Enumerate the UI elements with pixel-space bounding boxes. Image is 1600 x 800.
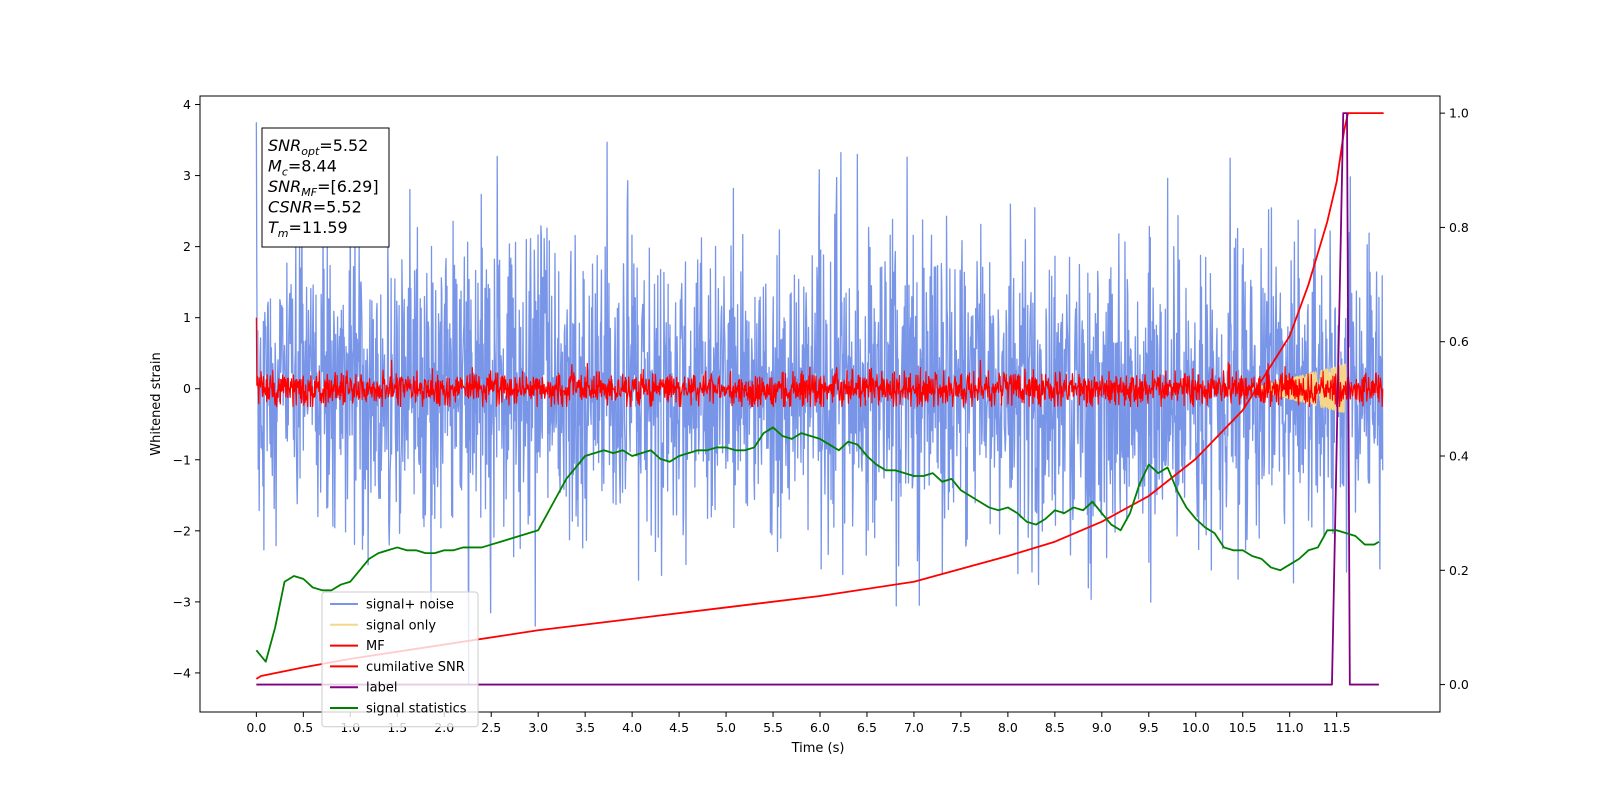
x-tick-label: 4.5 xyxy=(669,720,689,735)
legend-frame xyxy=(321,591,479,728)
x-tick-label: 9.0 xyxy=(1092,720,1112,735)
y-axis-label-left: Whitened strain xyxy=(149,352,164,455)
y-right-tick-label: 0.4 xyxy=(1449,449,1469,464)
series-line-label xyxy=(256,112,1379,686)
x-tick-label: 0.5 xyxy=(293,720,313,735)
y-right-tick-label: 0.8 xyxy=(1449,220,1469,235)
y-right-tick-label: 0.6 xyxy=(1449,334,1469,349)
series-line-signal-noise xyxy=(255,122,1384,685)
legend-label-signal-only: signal only xyxy=(366,618,436,633)
legend-label-cumilative-snr: cumilative SNR xyxy=(366,660,465,675)
legend-label-mf: MF xyxy=(366,639,385,654)
legend-label-signal-statistics: signal statistics xyxy=(366,702,467,717)
annotation-line: SNRopt=5.52 xyxy=(268,136,368,158)
y-right-tick-label: 0.0 xyxy=(1449,677,1469,692)
x-tick-label: 2.5 xyxy=(481,720,501,735)
y-left-tick-label: 4 xyxy=(183,97,191,112)
x-tick-label: 5.5 xyxy=(763,720,783,735)
y-left-tick-label: 2 xyxy=(183,239,191,254)
annotation-line: CSNR=5.52 xyxy=(268,198,362,217)
legend: signal+ noise signal only MF cumilative SNR… xyxy=(321,591,479,728)
x-tick-label: 7.5 xyxy=(951,720,971,735)
x-tick-label: 4.0 xyxy=(622,720,642,735)
series-line-signal-statistics xyxy=(255,426,1380,663)
y-left-tick-label: −4 xyxy=(173,665,191,680)
x-tick-label: 10.0 xyxy=(1182,720,1210,735)
x-tick-label: 6.5 xyxy=(857,720,877,735)
stats-annotation: SNRopt=5.52Mc=8.44SNRMF=[6.29]CSNR=5.52T… xyxy=(261,127,390,248)
y-left-tick-label: −1 xyxy=(173,452,191,467)
x-tick-label: 6.0 xyxy=(810,720,830,735)
y-right-tick-label: 0.2 xyxy=(1449,563,1469,578)
series-line-mf xyxy=(255,317,1384,408)
annotation-line: SNRMF=[6.29] xyxy=(268,177,379,199)
y-left-tick-label: 0 xyxy=(183,381,191,396)
x-tick-label: 10.5 xyxy=(1229,720,1257,735)
y-left-tick-label: 3 xyxy=(183,168,191,183)
x-tick-label: 8.0 xyxy=(998,720,1018,735)
x-tick-label: 3.0 xyxy=(528,720,548,735)
x-axis-label: Time (s) xyxy=(791,741,845,756)
y-left-tick-label: −3 xyxy=(173,594,191,609)
annotation-line: Tm=11.59 xyxy=(268,218,348,240)
x-tick-label: 0.0 xyxy=(246,720,266,735)
y-right-tick-label: 1.0 xyxy=(1449,106,1469,121)
x-tick-label: 11.5 xyxy=(1323,720,1351,735)
annotation-line: Mc=8.44 xyxy=(268,157,337,179)
legend-label-signal-noise: signal+ noise xyxy=(366,598,454,613)
x-tick-label: 3.5 xyxy=(575,720,595,735)
x-tick-label: 5.0 xyxy=(716,720,736,735)
legend-label-label: label xyxy=(366,681,397,696)
y-left-tick-label: −2 xyxy=(173,523,191,538)
y-left-tick-label: 1 xyxy=(183,310,191,325)
x-tick-label: 9.5 xyxy=(1139,720,1159,735)
x-tick-label: 7.0 xyxy=(904,720,924,735)
x-tick-label: 8.5 xyxy=(1045,720,1065,735)
annotation-frame xyxy=(261,127,390,248)
x-tick-label: 11.0 xyxy=(1276,720,1304,735)
